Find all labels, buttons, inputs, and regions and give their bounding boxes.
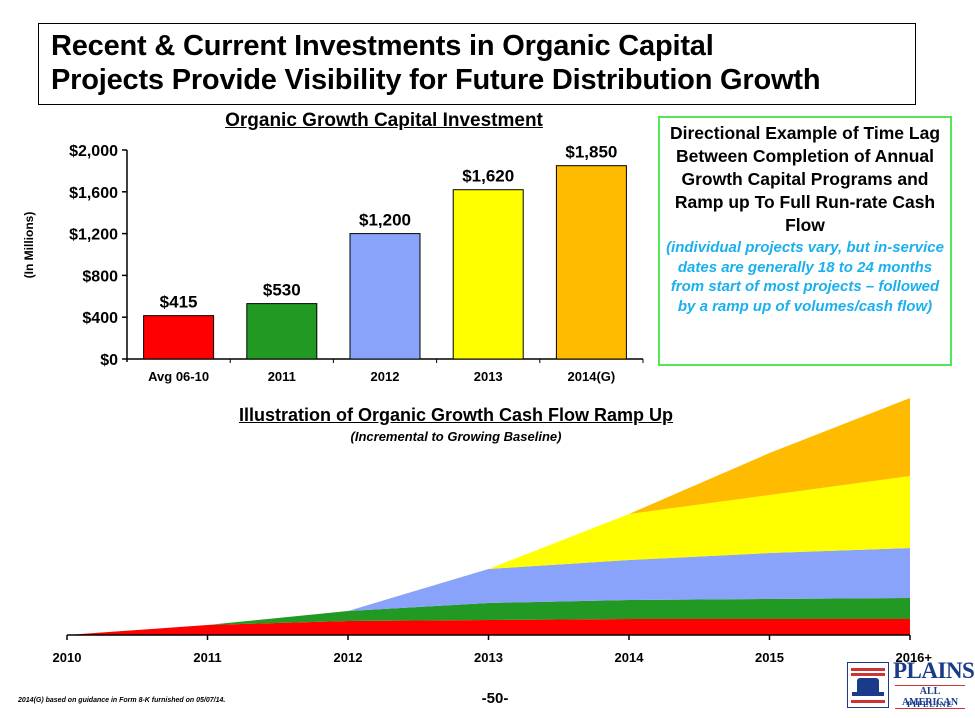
area-chart-subtitle: (Incremental to Growing Baseline) [350,429,562,444]
callout-main-text: Directional Example of Time Lag Between … [669,123,941,235]
bar-y-tick-label: $0 [100,352,118,369]
area-band-2 [67,598,910,635]
area-band-1 [67,619,910,635]
bar-3 [349,233,421,360]
bar-data-label: $1,200 [359,211,411,230]
bar-x-tick-label: 2011 [268,369,296,384]
area-x-tick-label: 2012 [334,650,363,665]
area-x-tick-label: 2014 [615,650,645,665]
callout-note-text: (individual projects vary, but in-servic… [666,239,944,315]
pipeline-tank-icon [847,662,889,708]
bar-x-tick-label: Avg 06-10 [148,369,209,384]
area-chart-title: Illustration of Organic Growth Cash Flow… [238,405,674,425]
bar-4 [452,189,524,360]
page-title-line-2: Projects Provide Visibility for Future D… [51,64,821,96]
area-x-tick-label: 2010 [53,650,82,665]
bar-chart-title: Organic Growth Capital Investment [225,110,543,131]
area-x-tick-label: 2013 [474,650,503,665]
area-x-tick-label: 2016+ [895,650,932,665]
bar-5 [555,165,627,360]
bar-y-tick-label: $1,200 [69,227,118,244]
plains-logo: PLAINS ALL AMERICAN PIPELINE [845,658,975,712]
bar-x-tick-label: 2013 [474,369,503,384]
logo-line3: PIPELINE [907,700,953,709]
logo-name: PLAINS [893,658,975,683]
bar-x-tick-label: 2012 [371,369,400,384]
bar-1 [143,315,215,360]
area-band-3 [67,548,910,635]
bar-data-label: $1,620 [462,167,514,186]
bar-data-label: $530 [263,281,301,300]
page-title-line-1: Recent & Current Investments in Organic … [51,30,714,62]
bar-x-tick-label: 2014(G) [568,369,616,384]
bar-2 [246,303,318,360]
bar-data-label: $1,850 [565,143,617,162]
bar-y-tick-label: $1,600 [69,185,118,202]
bar-y-tick-label: $2,000 [69,143,118,160]
time-lag-callout: Directional Example of Time Lag Between … [658,116,952,366]
logo-line2: ALL AMERICAN [895,685,965,709]
page-number: -50- [481,690,509,707]
area-x-tick-label: 2011 [193,650,221,665]
area-x-tick-label: 2015 [755,650,784,665]
bar-y-tick-label: $400 [82,310,118,327]
title-box: Recent & Current Investments in Organic … [38,23,916,105]
bar-y-tick-label: $800 [82,268,118,285]
area-band-4 [67,476,910,635]
bar-data-label: $415 [160,293,198,312]
footnote: 2014(G) based on guidance in Form 8-K fu… [18,697,226,704]
